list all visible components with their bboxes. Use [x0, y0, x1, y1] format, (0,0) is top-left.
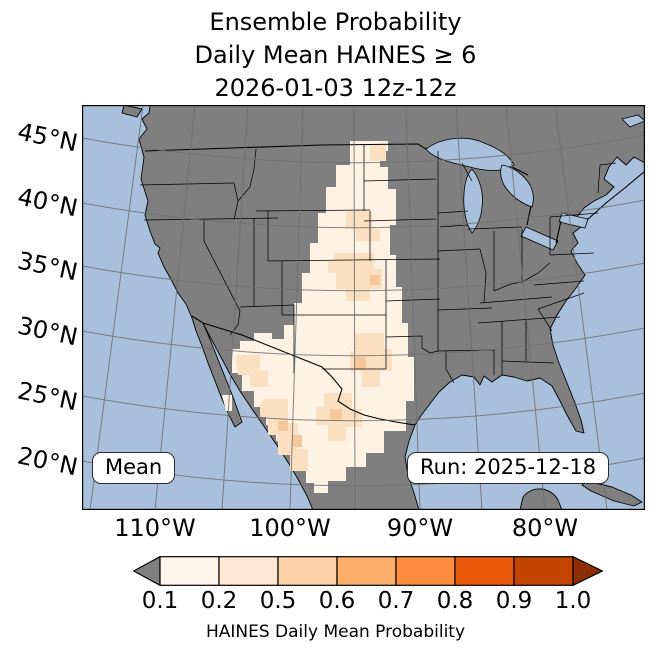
colorbar-segment-2 — [218, 556, 279, 586]
lake-michigan — [463, 168, 483, 234]
colorbar-tick: 0.7 — [377, 588, 415, 614]
run-box: Run: 2025-12-18 — [407, 452, 610, 484]
colorbar-tick: 0.2 — [200, 588, 238, 614]
colorbar-over-arrow — [572, 555, 604, 587]
lat-label-25n: 25°N — [15, 376, 81, 417]
colorbar-tick: 1.0 — [554, 588, 592, 614]
colorbar-tick: 0.9 — [495, 588, 533, 614]
lat-label-30n: 30°N — [15, 311, 81, 352]
colorbar-tick: 0.1 — [141, 588, 179, 614]
canada-border-huron-erie — [526, 205, 532, 226]
map-frame-border — [82, 105, 645, 510]
lake-huron — [500, 164, 534, 208]
figure-title: Ensemble Probability Daily Mean HAINES ≥… — [0, 6, 671, 105]
colorbar-under-arrow — [132, 555, 161, 587]
colorbar-axis-label: HAINES Daily Mean Probability — [205, 622, 466, 642]
canada-border-lakes — [511, 166, 529, 176]
colorbar-segment-6 — [454, 556, 515, 586]
colorbar-tick: 0.6 — [318, 588, 356, 614]
colorbar — [132, 555, 604, 590]
title-line-2: Daily Mean HAINES ≥ 6 — [194, 41, 477, 69]
colorbar-svg — [132, 555, 604, 587]
colorbar-tick: 0.8 — [436, 588, 474, 614]
lat-label-45n: 45°N — [15, 117, 81, 158]
lake-erie — [520, 226, 559, 251]
title-line-1: Ensemble Probability — [209, 8, 462, 36]
cuba — [581, 480, 643, 507]
lat-label-20n: 20°N — [15, 441, 81, 482]
lat-label-35n: 35°N — [15, 246, 81, 287]
lat-label-40n: 40°N — [15, 182, 81, 223]
gulf-st-lawrence — [621, 114, 645, 128]
mean-box: Mean — [92, 452, 176, 484]
map-axes — [82, 105, 645, 510]
lake-ontario — [558, 212, 589, 229]
map-svg — [82, 105, 645, 510]
colorbar-segment-5 — [395, 556, 456, 586]
lon-label-110w: 110°W — [114, 514, 196, 542]
yucatan — [519, 488, 563, 510]
run-label: Run: 2025-12-18 — [420, 455, 597, 479]
title-line-3: 2026-01-03 12z-12z — [214, 74, 457, 102]
lake-superior — [425, 137, 515, 171]
st-lawrence — [586, 170, 645, 221]
lon-label-90w: 90°W — [386, 514, 454, 542]
colorbar-segment-3 — [277, 556, 338, 586]
mexico-border — [191, 315, 416, 426]
lon-label-80w: 80°W — [511, 514, 579, 542]
colorbar-segment-4 — [336, 556, 397, 586]
national-borders — [144, 143, 645, 426]
colorbar-tick: 0.5 — [259, 588, 297, 614]
mean-label: Mean — [105, 455, 163, 479]
island-northwest — [121, 105, 143, 118]
lon-label-100w: 100°W — [249, 514, 331, 542]
colorbar-segment-7 — [513, 556, 574, 586]
prob-level-high — [278, 275, 380, 447]
colorbar-segment-1 — [159, 556, 220, 586]
canada-border-erie-ontario — [555, 220, 562, 244]
canada-border — [144, 143, 427, 152]
great-lakes — [425, 114, 645, 251]
